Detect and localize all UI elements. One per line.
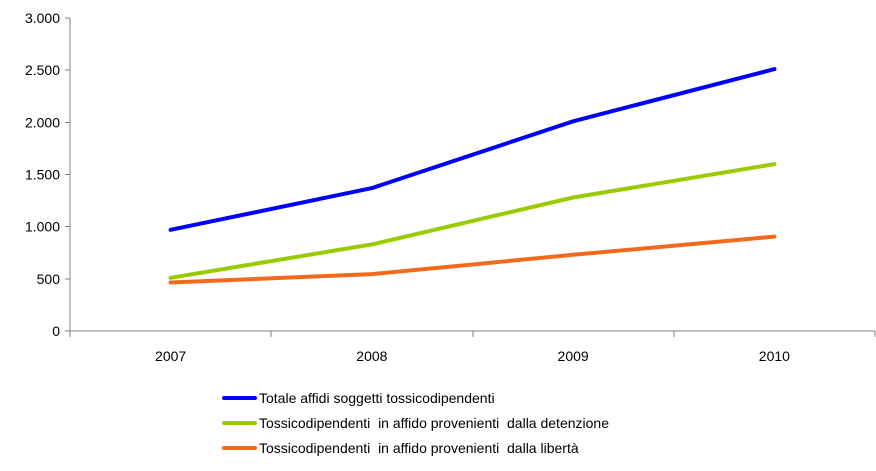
x-tick-label: 2010 [759,348,790,364]
y-tick-label: 500 [37,271,61,287]
legend-swatch-liberta [222,445,257,450]
x-tick-label: 2007 [155,348,186,364]
legend-item-liberta: Tossicodipendenti in affido provenienti … [222,435,609,460]
legend-swatch-detenzione [222,420,257,425]
y-tick-label: 1.500 [25,167,60,183]
legend-item-totale: Totale affidi soggetti tossicodipendenti [222,385,609,410]
legend-label-detenzione: Tossicodipendenti in affido provenienti … [259,414,609,431]
y-tick-label: 3.000 [25,10,60,26]
y-tick-label: 0 [52,323,60,339]
legend-label-totale: Totale affidi soggetti tossicodipendenti [259,389,495,406]
x-tick-label: 2009 [558,348,589,364]
y-tick-label: 2.500 [25,62,60,78]
y-tick-label: 1.000 [25,219,60,235]
y-tick-label: 2.000 [25,114,60,130]
legend-swatch-totale [222,395,257,400]
series-line-1 [168,162,777,280]
chart-axes [69,18,875,332]
series-line-0 [168,67,777,232]
chart-series [168,67,777,285]
legend-item-detenzione: Tossicodipendenti in affido provenienti … [222,410,609,435]
x-tick-label: 2008 [356,348,387,364]
y-axis-ticks: 0 500 1.000 1.500 2.000 2.500 3.000 [25,10,70,339]
chart-legend: Totale affidi soggetti tossicodipendenti… [222,385,609,460]
legend-label-liberta: Tossicodipendenti in affido provenienti … [259,439,579,456]
x-axis-ticks: 2007 2008 2009 2010 [69,331,876,364]
series-line-2 [168,234,777,285]
